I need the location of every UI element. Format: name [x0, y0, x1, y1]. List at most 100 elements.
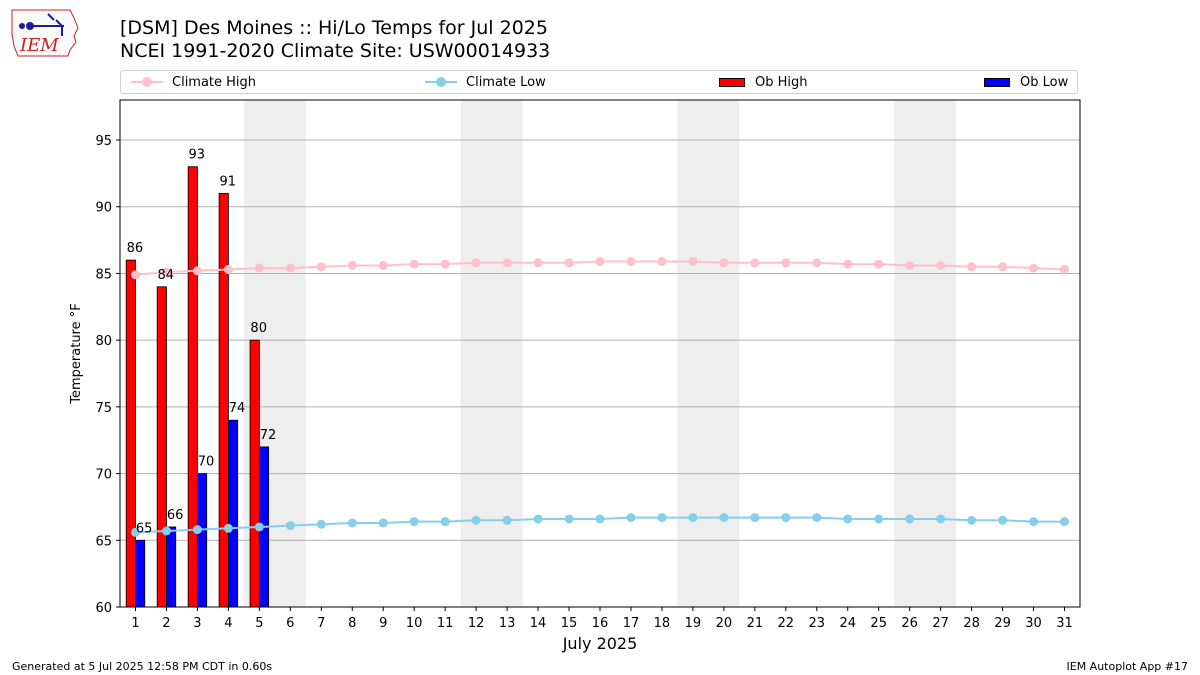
x-tick-label: 22 — [778, 616, 795, 631]
x-tick-label: 2 — [162, 616, 170, 631]
x-tick-label: 28 — [963, 616, 980, 631]
point-climate-high — [316, 262, 326, 272]
weekend-shade — [894, 100, 957, 607]
bar-ob-low — [135, 539, 146, 608]
point-climate-low — [750, 513, 760, 523]
x-tick-label: 19 — [685, 616, 702, 631]
data-label-ob-high: 84 — [158, 268, 175, 283]
x-tick-label: 16 — [592, 616, 609, 631]
point-climate-high — [192, 266, 202, 276]
x-tick-label: 18 — [654, 616, 671, 631]
chart-title: [DSM] Des Moines :: Hi/Lo Temps for Jul … — [120, 17, 548, 39]
x-tick-label: 31 — [1056, 616, 1073, 631]
point-climate-low — [223, 523, 233, 533]
legend: Climate High Climate Low Ob High Ob Low — [120, 70, 1078, 94]
point-climate-low — [595, 514, 605, 524]
legend-label-climate-high: Climate High — [172, 74, 257, 90]
point-climate-high — [905, 260, 915, 270]
legend-swatch-climate-high — [131, 77, 163, 87]
x-tick-label: 13 — [499, 616, 516, 631]
point-climate-low — [347, 518, 357, 528]
point-climate-high — [378, 260, 388, 270]
legend-label-ob-low: Ob Low — [1020, 74, 1069, 90]
legend-label-ob-high: Ob High — [755, 74, 808, 90]
point-climate-high — [750, 258, 760, 268]
point-climate-low — [502, 515, 512, 525]
point-climate-high — [440, 259, 450, 269]
point-climate-low — [378, 518, 388, 528]
point-climate-low — [564, 514, 574, 524]
point-climate-high — [130, 270, 140, 280]
point-climate-high — [719, 258, 729, 268]
x-tick-label: 24 — [839, 616, 856, 631]
y-tick-label: 65 — [95, 534, 112, 549]
point-climate-low — [130, 527, 140, 537]
point-climate-low — [874, 514, 884, 524]
weekend-shade — [677, 100, 740, 607]
point-climate-low — [161, 526, 171, 536]
x-tick-label: 27 — [932, 616, 949, 631]
legend-item-climate-low: Climate Low — [425, 71, 546, 93]
x-tick-label: 11 — [437, 616, 454, 631]
iem-logo: IEM — [11, 9, 79, 57]
point-climate-high — [409, 259, 419, 269]
legend-item-ob-low: Ob Low — [984, 71, 1068, 93]
data-label-ob-high: 93 — [189, 148, 206, 163]
point-climate-high — [936, 260, 946, 270]
data-label-ob-high: 86 — [127, 241, 144, 256]
x-tick-label: 23 — [809, 616, 826, 631]
point-climate-low — [254, 522, 264, 532]
point-climate-high — [533, 258, 543, 268]
data-label-ob-low: 70 — [198, 455, 215, 470]
x-tick-label: 14 — [530, 616, 547, 631]
x-tick-label: 25 — [870, 616, 887, 631]
x-tick-label: 26 — [901, 616, 918, 631]
bar-ob-high — [156, 286, 167, 608]
point-climate-low — [843, 514, 853, 524]
x-tick-label: 6 — [286, 616, 294, 631]
bar-ob-high — [125, 259, 136, 608]
x-tick-label: 10 — [406, 616, 423, 631]
point-climate-high — [626, 256, 636, 266]
bar-ob-high — [249, 339, 260, 608]
legend-swatch-ob-high — [719, 77, 745, 87]
x-axis-label: July 2025 — [562, 634, 638, 653]
point-climate-low — [936, 514, 946, 524]
point-climate-low — [812, 513, 822, 523]
point-climate-high — [657, 256, 667, 266]
point-climate-high — [564, 258, 574, 268]
bar-ob-high — [218, 192, 229, 608]
x-tick-label: 3 — [193, 616, 201, 631]
point-climate-high — [843, 259, 853, 269]
point-climate-low — [471, 515, 481, 525]
x-tick-label: 30 — [1025, 616, 1042, 631]
point-climate-high — [161, 267, 171, 277]
x-tick-label: 8 — [348, 616, 356, 631]
legend-swatch-climate-low — [425, 77, 457, 87]
point-climate-high — [967, 262, 977, 272]
logo-text: IEM — [19, 35, 59, 56]
point-climate-low — [440, 517, 450, 527]
y-tick-label: 80 — [95, 334, 112, 349]
point-climate-low — [1060, 517, 1070, 527]
point-climate-low — [688, 513, 698, 523]
point-climate-low — [316, 519, 326, 529]
x-tick-label: 15 — [561, 616, 578, 631]
x-tick-label: 1 — [131, 616, 139, 631]
data-label-ob-low: 66 — [167, 508, 184, 523]
point-climate-low — [533, 514, 543, 524]
iowa-outline-icon — [11, 9, 79, 57]
point-climate-low — [719, 513, 729, 523]
data-label-ob-low: 72 — [260, 428, 277, 443]
legend-label-climate-low: Climate Low — [466, 74, 546, 90]
bar-ob-high — [187, 166, 198, 608]
x-tick-label: 29 — [994, 616, 1011, 631]
point-climate-low — [285, 521, 295, 531]
legend-item-ob-high: Ob High — [719, 71, 808, 93]
y-tick-label: 60 — [95, 601, 112, 616]
chart-subtitle: NCEI 1991-2020 Climate Site: USW00014933 — [120, 40, 551, 62]
point-climate-high — [347, 260, 357, 270]
weekend-shade — [460, 100, 523, 607]
weather-station-icon — [19, 13, 64, 36]
x-tick-label: 5 — [255, 616, 263, 631]
